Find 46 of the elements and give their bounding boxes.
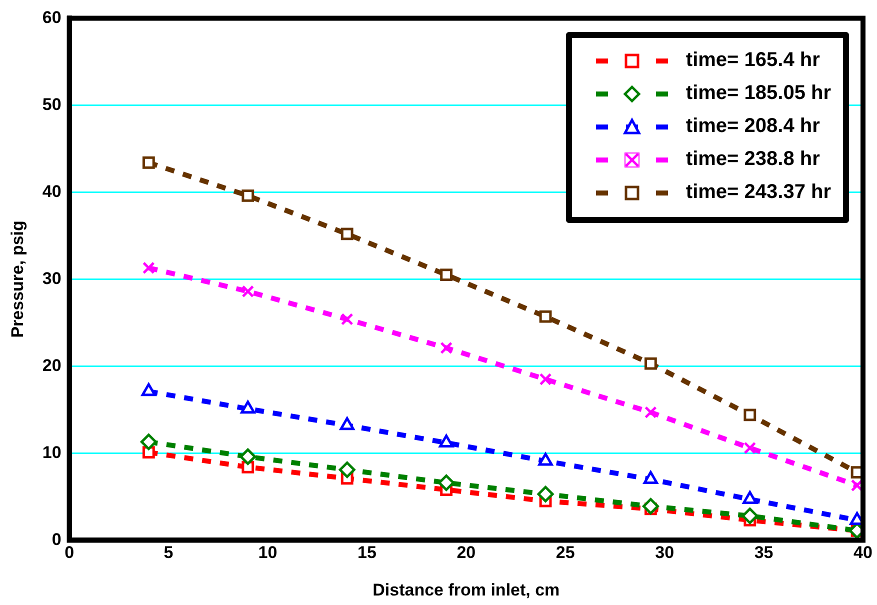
legend-label: time= 185.05 hr (686, 82, 831, 106)
point (744, 442, 756, 454)
point (340, 228, 354, 240)
point (539, 373, 552, 386)
legend-label: time= 208.4 hr (686, 115, 820, 138)
point (142, 446, 155, 459)
y-tick-label: 20 (42, 356, 62, 375)
point (742, 508, 758, 524)
x-tick-label: 40 (854, 543, 872, 562)
y-tick-label: 40 (42, 182, 62, 201)
point (142, 262, 155, 274)
y-tick-label: 0 (52, 530, 62, 549)
point (644, 406, 657, 419)
legend-label: time= 243.37 hr (686, 181, 831, 204)
y-tick-label: 10 (42, 442, 62, 462)
point (338, 461, 356, 478)
point (440, 342, 453, 354)
x-tick-label: 25 (556, 543, 575, 562)
point (438, 474, 455, 492)
point (340, 313, 354, 326)
x-tick-label: 35 (754, 543, 774, 562)
x-axis-title: Distance from inlet, cm (372, 580, 560, 600)
x-tick-label: 5 (164, 543, 174, 562)
x-tick-label: 20 (456, 543, 476, 562)
point (240, 448, 256, 465)
legend-label: time= 165.4 hr (686, 49, 820, 72)
x-tick-label: 0 (64, 543, 74, 562)
point (140, 434, 157, 450)
legend-label: time= 238.8 hr (686, 148, 820, 172)
point (642, 498, 659, 515)
point (644, 357, 657, 370)
point (440, 268, 453, 282)
y-tick-label: 60 (42, 8, 62, 27)
x-tick-label: 10 (258, 543, 278, 562)
x-tick-label: 15 (357, 543, 376, 562)
y-tick-label: 30 (42, 268, 62, 288)
point (142, 156, 155, 169)
point (242, 189, 254, 202)
y-tick-label: 50 (42, 94, 62, 114)
x-tick-label: 30 (655, 543, 674, 562)
point (537, 486, 554, 502)
point (439, 434, 454, 448)
y-axis-title: Pressure, psig (8, 220, 27, 338)
point (539, 310, 552, 323)
point (744, 408, 756, 422)
point (242, 285, 254, 298)
